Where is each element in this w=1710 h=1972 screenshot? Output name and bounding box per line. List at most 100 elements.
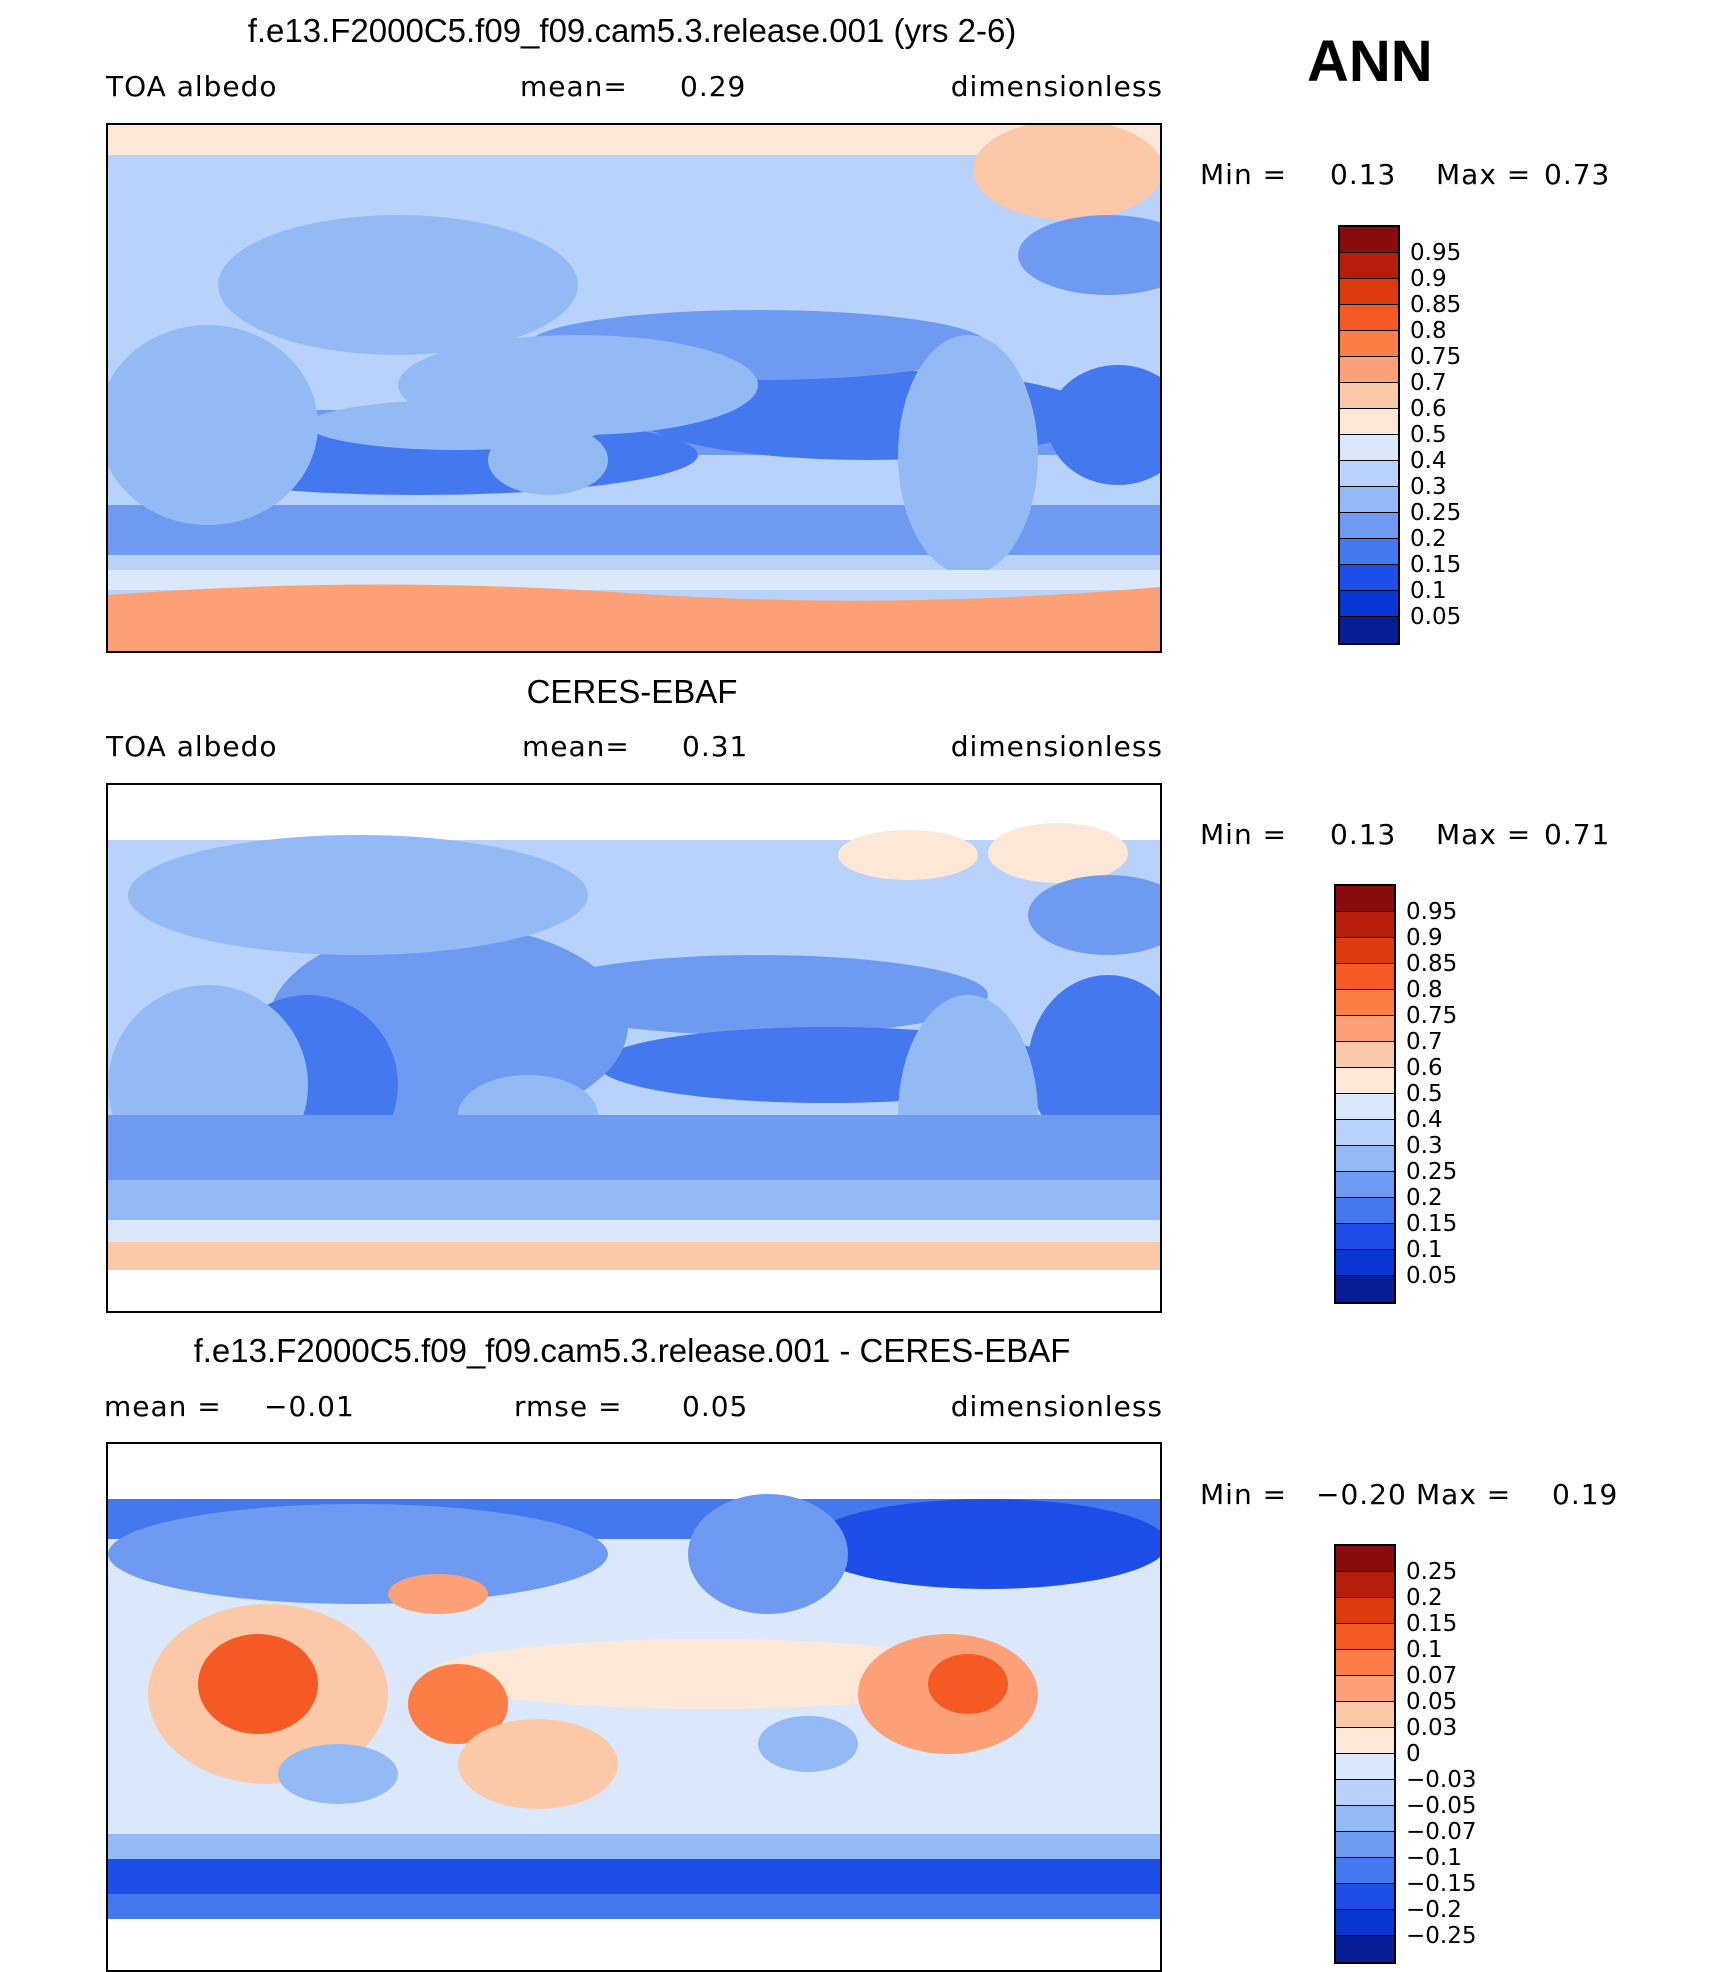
panel2-map-svg <box>108 785 1160 1311</box>
colorbar-tick-label: −0.05 <box>1406 1793 1477 1819</box>
panel3-map-svg <box>108 1444 1160 1970</box>
colorbar-box <box>1336 1016 1394 1042</box>
colorbar-box <box>1336 1042 1394 1068</box>
colorbar-tick-label: 0.03 <box>1406 1715 1458 1741</box>
colorbar-tick-label: 0.75 <box>1406 1003 1458 1029</box>
colorbar-box <box>1336 964 1394 990</box>
colorbar-box <box>1336 1910 1394 1936</box>
colorbar-tick-label: −0.03 <box>1406 1767 1477 1793</box>
colorbar-box <box>1336 938 1394 964</box>
colorbar-tick-label: 0.4 <box>1406 1107 1443 1133</box>
colorbar-box <box>1336 1094 1394 1120</box>
colorbar-tick-label: 0.15 <box>1406 1211 1458 1237</box>
colorbar-tick-label: −0.1 <box>1406 1845 1462 1871</box>
colorbar-box <box>1336 1250 1394 1276</box>
colorbar-tick-label: 0.9 <box>1410 266 1447 292</box>
colorbar-tick-label: 0.5 <box>1410 422 1447 448</box>
colorbar-box <box>1336 1276 1394 1302</box>
panel1-variable: TOA albedo <box>106 70 278 103</box>
colorbar-tick-label: 0.7 <box>1410 370 1447 396</box>
colorbar-box <box>1340 435 1398 461</box>
season-label: ANN <box>1307 29 1433 94</box>
colorbar-tick-label: 0.9 <box>1406 925 1443 951</box>
colorbar-box <box>1340 357 1398 383</box>
colorbar-tick-label: 0.85 <box>1406 951 1458 977</box>
colorbar-box <box>1336 1858 1394 1884</box>
panel1-max-value: 0.73 <box>1544 158 1611 191</box>
colorbar-box <box>1336 1146 1394 1172</box>
colorbar-tick-label: 0.1 <box>1406 1637 1443 1663</box>
panel2-max-label: Max = <box>1436 818 1532 851</box>
colorbar-box <box>1340 383 1398 409</box>
panel2-colorbar: 0.95 0.9 0.85 0.8 0.75 0.7 0.6 0.5 0.4 0.3 0.25 0.2… <box>1334 884 1457 1304</box>
panel2-mean-label: mean= <box>522 730 630 763</box>
panel1-title: f.e13.F2000C5.f09_f09.cam5.3.release.001… <box>247 12 1017 49</box>
colorbar-tick-label: −0.07 <box>1406 1819 1477 1845</box>
colorbar-box <box>1340 617 1398 643</box>
colorbar-tick-label: 0.25 <box>1410 500 1462 526</box>
panel2-title: CERES-EBAF <box>526 673 738 710</box>
colorbar-tick-label: 0.8 <box>1410 318 1447 344</box>
colorbar-tick-label: 0.95 <box>1406 899 1458 925</box>
panel2-map <box>106 783 1162 1313</box>
panel1-min-value: 0.13 <box>1330 158 1397 191</box>
colorbar-box <box>1340 487 1398 513</box>
colorbar-tick-label: 0.15 <box>1406 1611 1458 1637</box>
colorbar-tick-label: 0.6 <box>1406 1055 1443 1081</box>
colorbar-box <box>1336 1806 1394 1832</box>
colorbar-box <box>1336 1728 1394 1754</box>
colorbar-box <box>1340 565 1398 591</box>
panel3-mean-label: mean = <box>104 1390 222 1423</box>
colorbar-tick-label: 0.2 <box>1406 1185 1443 1211</box>
colorbar-tick-label: 0.2 <box>1410 526 1447 552</box>
colorbar-box <box>1340 331 1398 357</box>
colorbar-box <box>1336 1546 1394 1572</box>
colorbar-box <box>1336 1832 1394 1858</box>
colorbar-box <box>1336 1884 1394 1910</box>
colorbar-box <box>1336 1120 1394 1146</box>
panel3-mean-value: −0.01 <box>264 1390 355 1423</box>
colorbar-box <box>1336 1624 1394 1650</box>
panel1-max-label: Max = <box>1436 158 1532 191</box>
panel3-rmse-value: 0.05 <box>682 1390 749 1423</box>
panel2-max-value: 0.71 <box>1544 818 1611 851</box>
panel3-max-value: 0.19 <box>1552 1478 1619 1511</box>
colorbar-tick-label: 0.05 <box>1410 604 1462 630</box>
panel1-colorbar: 0.95 0.9 0.85 0.8 0.75 0.7 0.6 0.5 0.4 0.3 0.25 0.2… <box>1338 225 1461 645</box>
colorbar-box <box>1340 461 1398 487</box>
panel3-max-label: Max = <box>1416 1478 1512 1511</box>
colorbar-box <box>1336 886 1394 912</box>
colorbar-box <box>1340 253 1398 279</box>
colorbar-box <box>1340 279 1398 305</box>
panel1-mean-label: mean= <box>520 70 628 103</box>
colorbar-box <box>1336 1068 1394 1094</box>
panel1-units: dimensionless <box>950 70 1163 103</box>
colorbar-tick-label: −0.2 <box>1406 1897 1462 1923</box>
colorbar-tick-label: 0.25 <box>1406 1159 1458 1185</box>
colorbar-tick-label: 0.05 <box>1406 1689 1458 1715</box>
panel3-map <box>106 1442 1162 1972</box>
panel1-min-label: Min = <box>1200 158 1288 191</box>
panel1-map-svg <box>108 125 1160 651</box>
colorbar-box <box>1336 1754 1394 1780</box>
colorbar-box <box>1336 1702 1394 1728</box>
colorbar-tick-label: 0.07 <box>1406 1663 1458 1689</box>
colorbar-box <box>1336 1676 1394 1702</box>
colorbar-box <box>1340 539 1398 565</box>
colorbar-box <box>1340 513 1398 539</box>
panel3-min-value: −0.20 <box>1316 1478 1407 1511</box>
panel3-title: f.e13.F2000C5.f09_f09.cam5.3.release.001… <box>193 1332 1071 1369</box>
colorbar-box <box>1336 1572 1394 1598</box>
colorbar-tick-label: 0.1 <box>1406 1237 1443 1263</box>
colorbar-box <box>1336 1198 1394 1224</box>
colorbar-box <box>1336 1172 1394 1198</box>
colorbar-box <box>1336 1780 1394 1806</box>
colorbar-tick-label: 0.05 <box>1406 1263 1458 1289</box>
colorbar-box <box>1340 409 1398 435</box>
colorbar-box <box>1340 305 1398 331</box>
colorbar-tick-label: 0.85 <box>1410 292 1462 318</box>
colorbar-tick-label: 0.8 <box>1406 977 1443 1003</box>
colorbar-tick-label: 0.6 <box>1410 396 1447 422</box>
colorbar-tick-label: 0.3 <box>1406 1133 1443 1159</box>
colorbar-box <box>1336 990 1394 1016</box>
